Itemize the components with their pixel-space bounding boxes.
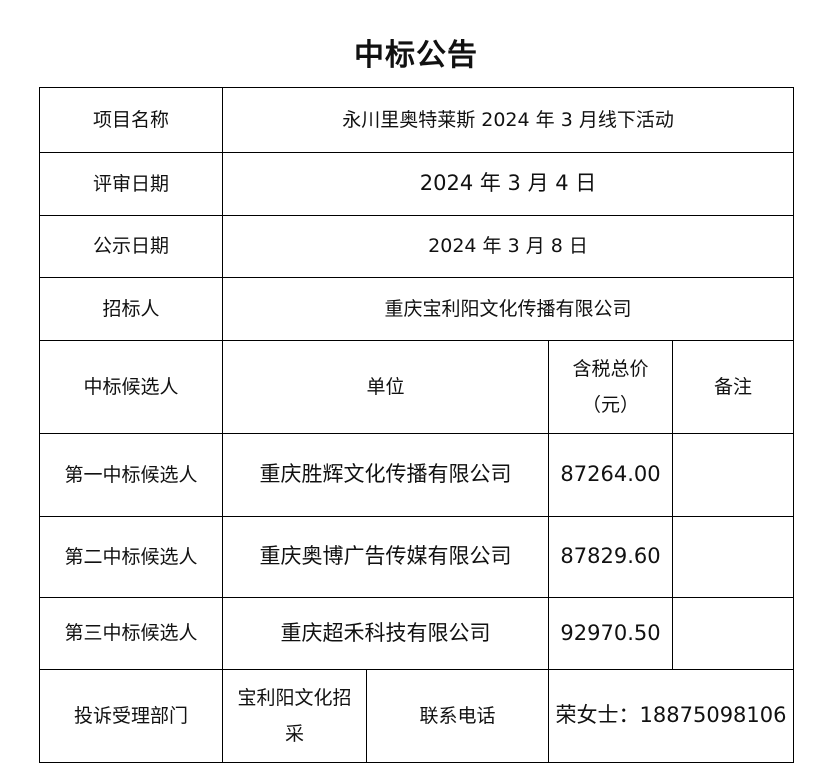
unit-header: 单位	[222, 340, 549, 434]
price-header-line2: （元）	[581, 394, 639, 416]
review-date-label: 评审日期	[39, 152, 223, 216]
row-complaint: 投诉受理部门 宝利阳文化招采 联系电话 荣女士：18875098106	[39, 669, 795, 763]
review-date-value: 2024 年 3 月 4 日	[221, 152, 795, 216]
remark-header: 备注	[671, 340, 795, 434]
candidate-rank: 第二中标候选人	[39, 516, 223, 598]
row-project: 项目名称 永川里奥特莱斯 2024 年 3 月线下活动	[39, 87, 795, 153]
candidate-row: 第二中标候选人 重庆奥博广告传媒有限公司 87829.60	[39, 516, 795, 598]
complaint-dept: 宝利阳文化招采	[222, 669, 367, 763]
page-title: 中标公告	[354, 38, 478, 73]
candidate-rank: 第一中标候选人	[39, 433, 223, 517]
candidate-unit: 重庆胜辉文化传播有限公司	[222, 433, 549, 517]
announcement-table: 项目名称 永川里奥特莱斯 2024 年 3 月线下活动 评审日期 2024 年 …	[39, 87, 795, 763]
candidate-price: 87829.60	[548, 516, 673, 598]
candidate-unit: 重庆超禾科技有限公司	[222, 597, 549, 670]
publish-date-label: 公示日期	[39, 215, 223, 278]
row-publish-date: 公示日期 2024 年 3 月 8 日	[39, 215, 795, 278]
candidate-header-label: 中标候选人	[39, 340, 223, 434]
complaint-label: 投诉受理部门	[39, 669, 223, 763]
phone-label: 联系电话	[366, 669, 549, 763]
row-review-date: 评审日期 2024 年 3 月 4 日	[39, 152, 795, 216]
candidate-remark	[671, 516, 795, 598]
project-label: 项目名称	[39, 87, 223, 153]
tenderer-value: 重庆宝利阳文化传播有限公司	[221, 277, 795, 341]
candidate-remark	[671, 597, 795, 670]
contact-value: 荣女士：18875098106	[547, 669, 795, 763]
candidate-unit: 重庆奥博广告传媒有限公司	[222, 516, 549, 598]
candidate-price: 92970.50	[548, 597, 673, 670]
candidate-rank: 第三中标候选人	[39, 597, 223, 670]
candidates-header: 中标候选人 单位 含税总价 （元） 备注	[39, 340, 795, 434]
complaint-dept-line2: 采	[284, 723, 304, 745]
price-header: 含税总价 （元）	[548, 340, 673, 434]
candidate-price: 87264.00	[548, 433, 673, 517]
candidate-remark	[671, 433, 795, 517]
row-tenderer: 招标人 重庆宝利阳文化传播有限公司	[39, 277, 795, 341]
candidate-row: 第一中标候选人 重庆胜辉文化传播有限公司 87264.00	[39, 433, 795, 517]
complaint-dept-line1: 宝利阳文化招	[237, 686, 352, 709]
candidate-row: 第三中标候选人 重庆超禾科技有限公司 92970.50	[39, 597, 795, 670]
publish-date-value: 2024 年 3 月 8 日	[221, 215, 795, 278]
tenderer-label: 招标人	[39, 277, 223, 341]
project-value: 永川里奥特莱斯 2024 年 3 月线下活动	[221, 87, 795, 153]
price-header-line1: 含税总价	[572, 357, 649, 380]
